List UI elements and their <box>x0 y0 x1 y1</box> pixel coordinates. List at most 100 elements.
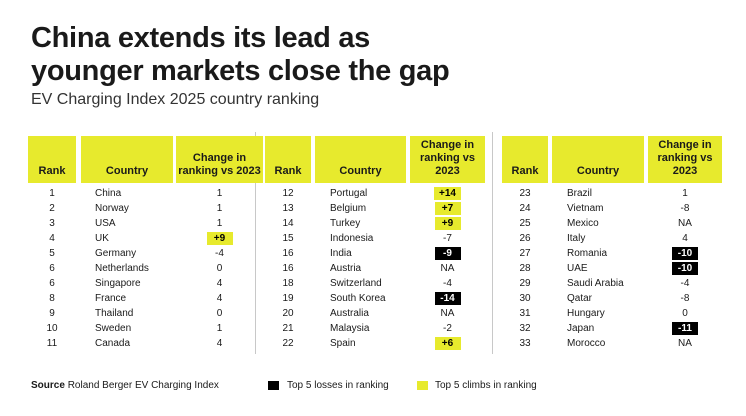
change-cell: +7 <box>410 201 485 216</box>
country-cell: Canada <box>95 338 131 349</box>
table-row: 32 Japan -11 <box>502 321 722 336</box>
change-cell: 0 <box>176 306 263 321</box>
rank-cell: 19 <box>282 293 294 304</box>
title-line-1: China extends its lead as <box>31 22 371 54</box>
change-cell: NA <box>410 306 485 321</box>
table-row: 22 Spain +6 <box>265 336 485 351</box>
header-rank: Rank <box>502 136 548 183</box>
change-cell: 4 <box>176 291 263 306</box>
country-cell: USA <box>95 218 116 229</box>
table-row: 29 Saudi Arabia -4 <box>502 276 722 291</box>
change-cell: 0 <box>176 261 263 276</box>
change-cell: -8 <box>648 291 722 306</box>
change-cell: -9 <box>410 246 485 261</box>
country-cell: Netherlands <box>95 263 149 274</box>
table-row: 27 Romania -10 <box>502 246 722 261</box>
change-cell: 1 <box>176 321 263 336</box>
rank-cell: 4 <box>49 233 55 244</box>
table-row: 5 Germany -4 <box>28 246 265 261</box>
country-cell: Australia <box>330 308 369 319</box>
rank-cell: 21 <box>282 323 294 334</box>
table-row: 19 South Korea -14 <box>265 291 485 306</box>
country-cell: India <box>330 248 352 259</box>
country-cell: Belgium <box>330 203 367 214</box>
rank-cell: 24 <box>519 203 531 214</box>
rank-cell: 12 <box>282 188 294 199</box>
loss-badge: -10 <box>672 247 698 260</box>
change-cell: 1 <box>648 186 722 201</box>
rank-cell: 6 <box>49 263 55 274</box>
loss-badge: -11 <box>672 322 698 335</box>
country-cell: Germany <box>95 248 137 259</box>
change-cell: +9 <box>176 231 263 246</box>
change-value: 0 <box>216 308 223 319</box>
climb-badge: +9 <box>434 217 461 230</box>
loss-badge: -9 <box>434 247 461 260</box>
page-title: China extends its lead as younger market… <box>31 22 671 88</box>
rank-cell: 20 <box>282 308 294 319</box>
change-value: NA <box>678 338 692 349</box>
rank-cell: 5 <box>49 248 55 259</box>
source-text: Roland Berger EV Charging Index <box>67 380 219 391</box>
table-row: 12 Portugal +14 <box>265 186 485 201</box>
rank-cell: 9 <box>49 308 55 319</box>
change-cell: 1 <box>176 216 263 231</box>
table-row: 16 India -9 <box>265 246 485 261</box>
header-change: Change in ranking vs 2023 <box>176 136 263 183</box>
climb-badge: +9 <box>206 232 233 245</box>
change-cell: -10 <box>648 246 722 261</box>
change-value: -4 <box>215 248 224 259</box>
column-divider-1 <box>255 132 256 354</box>
change-cell: -10 <box>648 261 722 276</box>
change-cell: -4 <box>176 246 263 261</box>
country-cell: UAE <box>567 263 588 274</box>
header-rank: Rank <box>265 136 311 183</box>
table-row: 23 Brazil 1 <box>502 186 722 201</box>
change-value: NA <box>440 263 455 274</box>
change-value: -4 <box>680 278 690 289</box>
loss-badge: -14 <box>434 292 461 305</box>
rank-cell: 16 <box>282 263 294 274</box>
change-value: 4 <box>216 338 223 349</box>
country-cell: Spain <box>330 338 356 349</box>
change-value: 1 <box>682 188 688 199</box>
change-cell: -4 <box>410 276 485 291</box>
rank-cell: 30 <box>519 293 531 304</box>
table-row: 15 Indonesia -7 <box>265 231 485 246</box>
climb-badge: +14 <box>434 187 461 200</box>
table-row: 13 Belgium +7 <box>265 201 485 216</box>
rank-cell: 10 <box>46 323 58 334</box>
loss-legend-swatch <box>268 381 279 390</box>
country-cell: Mexico <box>567 218 599 229</box>
table-row: 24 Vietnam -8 <box>502 201 722 216</box>
rank-cell: 8 <box>49 293 55 304</box>
change-cell: -4 <box>648 276 722 291</box>
table-row: 4 UK +9 <box>28 231 265 246</box>
climb-badge: +6 <box>434 337 461 350</box>
country-cell: Singapore <box>95 278 141 289</box>
rank-cell: 15 <box>282 233 294 244</box>
change-value: -4 <box>443 278 452 289</box>
country-cell: Austria <box>330 263 362 274</box>
rank-cell: 1 <box>49 188 55 199</box>
ranking-table-1: Rank Country Change in ranking vs 2023 1 Chi… <box>28 136 265 351</box>
table-row: 20 Australia NA <box>265 306 485 321</box>
rank-cell: 11 <box>46 338 58 349</box>
rank-cell: 29 <box>519 278 531 289</box>
source-note: Source Roland Berger EV Charging Index <box>31 379 219 393</box>
rank-cell: 23 <box>519 188 531 199</box>
rank-cell: 25 <box>519 218 531 229</box>
change-value: NA <box>440 308 455 319</box>
table-row: 21 Malaysia -2 <box>265 321 485 336</box>
table-row: 26 Italy 4 <box>502 231 722 246</box>
rank-cell: 3 <box>49 218 55 229</box>
climb-legend-label: Top 5 climbs in ranking <box>435 380 537 391</box>
change-cell: -14 <box>410 291 485 306</box>
change-cell: 4 <box>648 231 722 246</box>
rank-cell: 6 <box>49 278 55 289</box>
country-cell: South Korea <box>330 293 386 304</box>
change-cell: 0 <box>648 306 722 321</box>
table-row: 11 Canada 4 <box>28 336 265 351</box>
source-label: Source <box>31 380 65 391</box>
change-cell: -2 <box>410 321 485 336</box>
